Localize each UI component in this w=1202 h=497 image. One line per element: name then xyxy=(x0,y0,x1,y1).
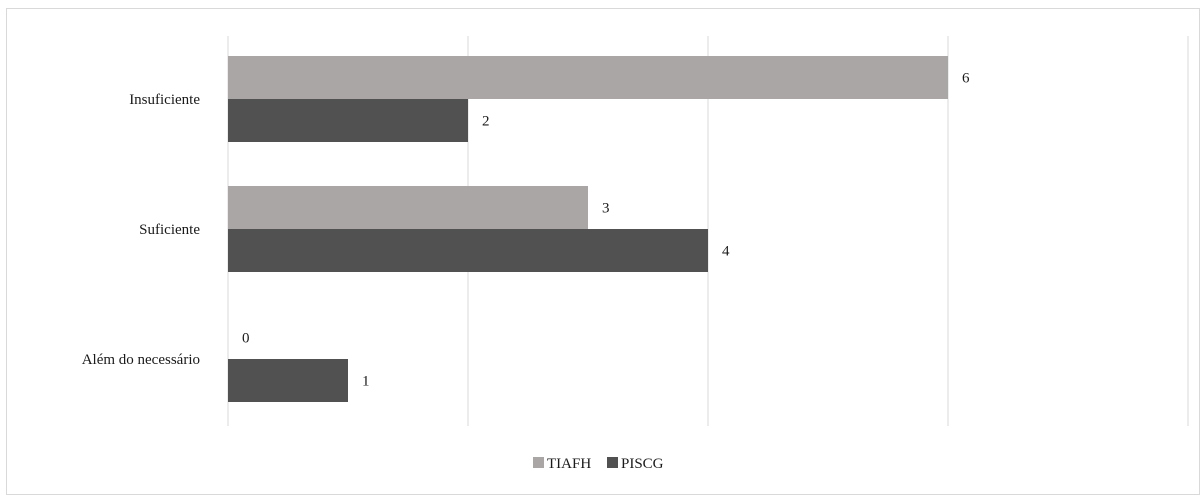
category-label-alem-do-necessario: Além do necessário xyxy=(82,352,200,368)
bar-tiafh-insuficiente xyxy=(228,56,948,99)
bars xyxy=(228,56,948,402)
value-label-piscg-alem-do-necessario: 1 xyxy=(362,374,370,390)
value-label-tiafh-insuficiente: 6 xyxy=(962,71,970,87)
bar-piscg-suficiente xyxy=(228,229,708,272)
legend-swatch-piscg xyxy=(607,457,618,468)
bar-tiafh-suficiente xyxy=(228,186,588,229)
value-label-piscg-suficiente: 4 xyxy=(722,244,730,260)
value-labels: 6 2 3 4 0 1 xyxy=(242,71,970,390)
bar-piscg-insuficiente xyxy=(228,99,468,142)
category-label-suficiente: Suficiente xyxy=(139,222,200,238)
value-label-tiafh-alem-do-necessario: 0 xyxy=(242,331,250,347)
value-label-tiafh-suficiente: 3 xyxy=(602,201,610,217)
legend-label-piscg: PISCG xyxy=(621,456,664,472)
value-label-piscg-insuficiente: 2 xyxy=(482,114,490,130)
legend-swatch-tiafh xyxy=(533,457,544,468)
legend-label-tiafh: TIAFH xyxy=(547,456,591,472)
legend: TIAFH PISCG xyxy=(533,456,664,472)
category-label-insuficiente: Insuficiente xyxy=(129,92,200,108)
bar-piscg-alem-do-necessario xyxy=(228,359,348,402)
category-labels: Insuficiente Suficiente Além do necessário xyxy=(82,92,201,368)
